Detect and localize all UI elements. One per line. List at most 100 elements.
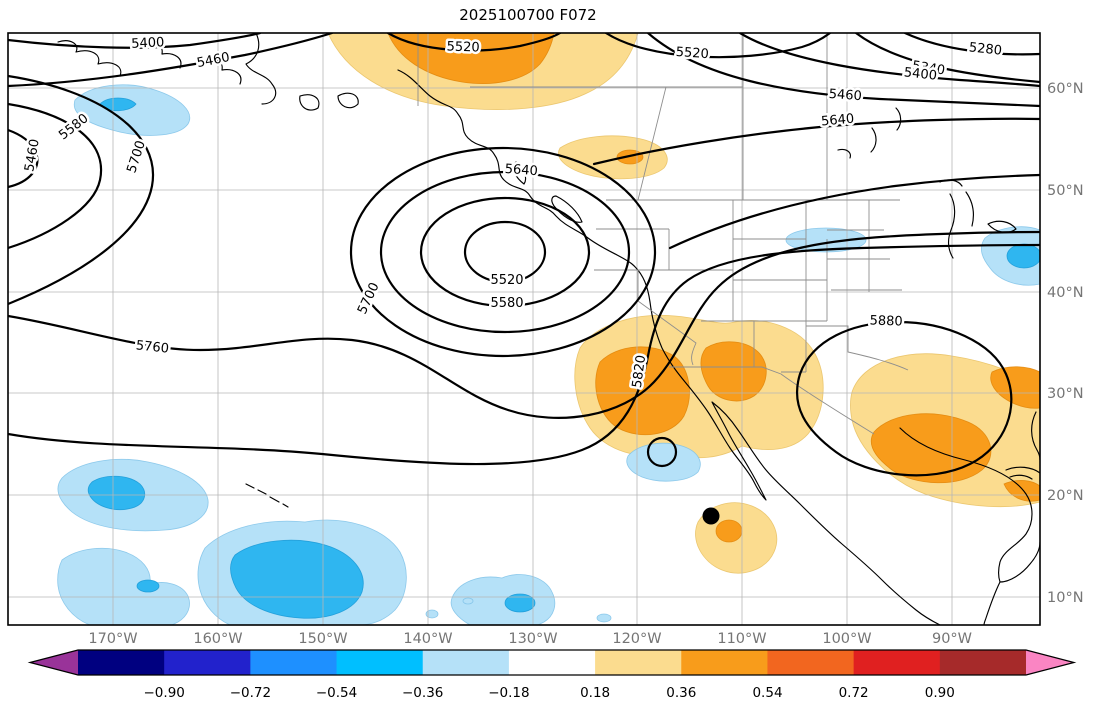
colorbar-tick-0.72: 0.72 (839, 685, 869, 701)
positive-anomaly-core (387, 33, 555, 84)
contour-5340 (854, 33, 1040, 84)
colorbar-segment-3 (336, 650, 424, 675)
coastline-gulf-of-mexico (899, 427, 1040, 625)
contour-5460 (8, 33, 334, 88)
contour-5880-high (795, 320, 1013, 477)
contour-5520 (386, 33, 562, 52)
great-lakes (939, 179, 1017, 259)
colorbar-segment-0 (78, 650, 165, 675)
lat-label-50°N: 50°N (1047, 183, 1084, 199)
colorbar-left-arrow (30, 650, 78, 675)
colorbar-right-arrow (1026, 650, 1074, 675)
contour-5460 (646, 33, 1040, 108)
lon-label-100°W: 100°W (822, 631, 871, 647)
contour-label-5520: 5520 (675, 45, 709, 62)
colorbar-tick-0.18: 0.18 (580, 685, 610, 701)
negative-anomaly-region (626, 442, 701, 482)
lon-label-90°W: 90°W (932, 631, 972, 647)
positive-anomaly-region (558, 135, 668, 180)
contour-low-5640-ring (379, 170, 631, 334)
negative-anomaly-region (596, 613, 612, 623)
lat-label-20°N: 20°N (1047, 488, 1084, 504)
colorbar-segment-2 (250, 650, 338, 675)
positive-anomaly-core (700, 341, 767, 402)
positive-anomaly-core (990, 366, 1040, 409)
colorbar-segment-4 (422, 650, 510, 675)
negative-anomaly-region (425, 609, 439, 619)
contour-small-closed (646, 436, 678, 468)
coastline-alaska-west (57, 40, 122, 77)
contour-low-5580-ring (419, 196, 591, 308)
contour-5640-east (592, 117, 1040, 166)
contour-5700-east (668, 173, 1040, 250)
contour-5460-west (8, 128, 39, 189)
island-cuba (1005, 466, 1040, 480)
lon-label-160°W: 160°W (193, 631, 242, 647)
contour-label-5640: 5640 (821, 112, 855, 130)
colorbar-segment-8 (767, 650, 855, 675)
negative-anomaly-core (230, 539, 364, 619)
colorbar: −0.90 −0.72 −0.54 −0.36 −0.18 0.18 0.36 0.54 0.7… (27, 649, 1077, 701)
chart-title: 2025100700 F072 (459, 6, 596, 24)
lat-label-40°N: 40°N (1047, 285, 1084, 301)
contour-5820 (8, 243, 1040, 466)
lon-label-110°W: 110°W (717, 631, 766, 647)
plot-border (7, 32, 1041, 626)
negative-anomaly-region (73, 84, 191, 136)
colorbar-segment-10 (939, 650, 1027, 675)
colorbar-tick-−0.36: −0.36 (402, 685, 443, 701)
contour-5580-west (8, 102, 103, 250)
colorbar-tick-labels: −0.90 −0.72 −0.54 −0.36 −0.18 0.18 0.36 0.54 0.7… (144, 685, 955, 701)
contour-label-5280: 5280 (968, 40, 1002, 58)
negative-anomaly-core (1006, 243, 1040, 269)
negative-anomaly-region (450, 574, 556, 625)
negative-anomaly-region (57, 547, 190, 625)
border-canada-province (417, 33, 828, 201)
lat-label-30°N: 30°N (1047, 386, 1084, 402)
negative-anomaly-core (504, 593, 536, 613)
colorbar-segment-6 (595, 650, 682, 675)
island-kodiak (299, 94, 320, 111)
height-contours (8, 33, 1040, 477)
border-state (806, 200, 909, 371)
lon-label-120°W: 120°W (612, 631, 661, 647)
coastline-alaska-west (139, 42, 182, 69)
island-vancouver (551, 195, 583, 223)
border-us-mexico (669, 366, 875, 435)
latitude-axis-labels: 60°N 50°N 40°N 30°N 20°N 10°N (1047, 81, 1084, 606)
contour-5700-west (8, 74, 155, 306)
colorbar-segments (78, 650, 1027, 675)
colorbar-tick-−0.90: −0.90 (144, 685, 185, 701)
contour-5280 (903, 33, 1040, 56)
longitude-axis-labels: 170°W 160°W 150°W 140°W 130°W 120°W 110°W 100°W… (88, 631, 972, 647)
coastline-west-north-america (397, 69, 941, 625)
colorbar-outline (27, 649, 1077, 676)
contour-label-5580: 5580 (490, 296, 523, 311)
contour-label-5640: 5640 (504, 162, 538, 179)
contour-low-5700-ring (349, 146, 657, 358)
lat-label-10°N: 10°N (1047, 590, 1084, 606)
negative-anomaly-region (462, 597, 474, 605)
colorbar-segment-9 (853, 650, 941, 675)
lon-label-150°W: 150°W (298, 631, 347, 647)
contour-label-5520: 5520 (446, 39, 480, 55)
contour-label-5400: 5400 (131, 35, 165, 52)
colorbar-tick-0.36: 0.36 (666, 685, 696, 701)
contour-5400 (8, 33, 262, 49)
coastline-alaska-west (199, 58, 242, 85)
island (337, 92, 359, 109)
storm-marker-dot (702, 507, 720, 525)
colorbar-segment-1 (164, 650, 251, 675)
lat-label-60°N: 60°N (1047, 81, 1084, 97)
contour-label-5760: 5760 (135, 338, 169, 356)
lakes-canada (837, 107, 902, 159)
contour-label-5400: 5400 (903, 65, 937, 83)
lon-label-140°W: 140°W (403, 631, 452, 647)
lon-label-130°W: 130°W (508, 631, 557, 647)
contour-low-5520-ring (463, 220, 547, 284)
colorbar-segment-7 (681, 650, 769, 675)
colorbar-segment-5 (508, 650, 596, 675)
contour-label-5460: 5460 (828, 87, 862, 104)
contour-5520 (604, 33, 832, 59)
